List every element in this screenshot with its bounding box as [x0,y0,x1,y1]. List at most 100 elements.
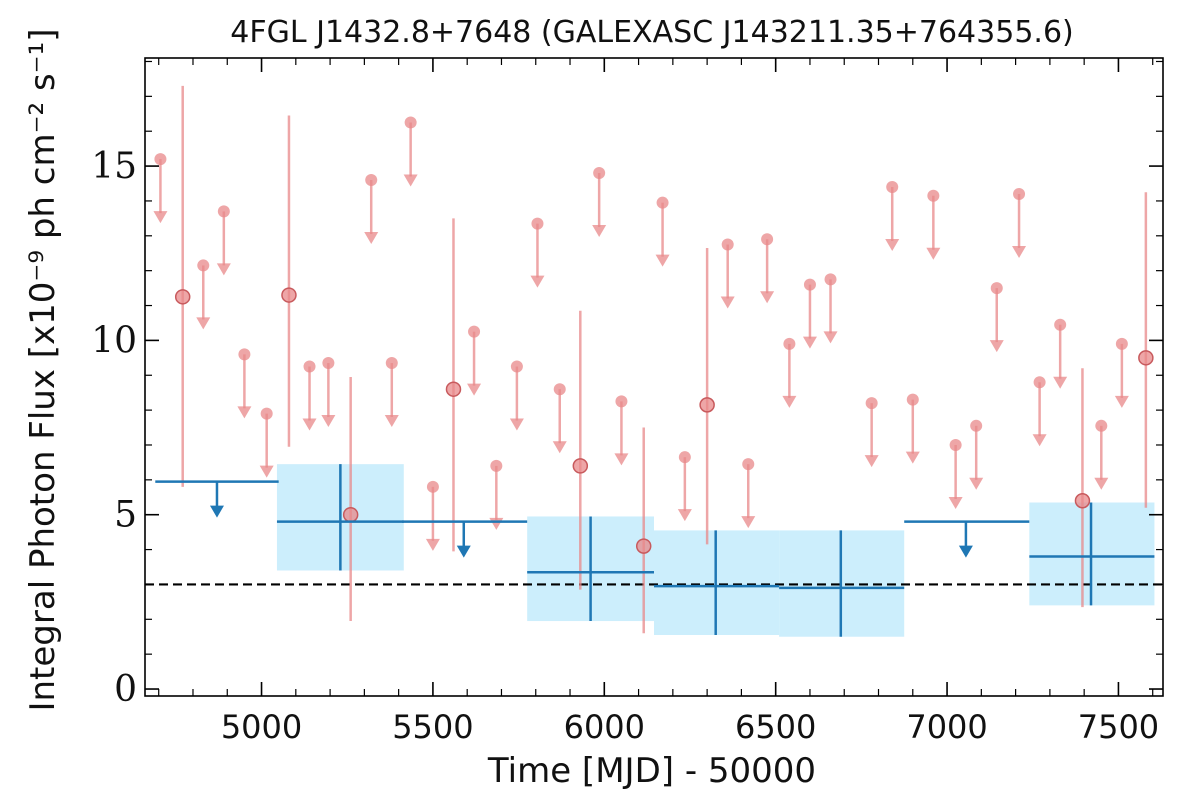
upper-limit-arrow-head [509,418,524,431]
upper-limit-arrow-head [1032,434,1047,447]
chart-title: 4FGL J1432.8+7648 (GALEXASC J143211.35+7… [230,15,1074,50]
plot-area [145,85,1163,637]
upper-limit-arrow-head [425,538,440,551]
upper-limit-point [365,174,378,187]
upper-limit-arrow-head [677,509,692,522]
detection-point [699,397,715,413]
upper-limit-arrow-head [259,465,274,478]
upper-limit-arrow-head [530,275,545,288]
upper-limit-point [656,196,669,209]
upper-limit-point [865,397,878,410]
detection-point [1138,350,1154,366]
upper-limit-point [385,357,398,370]
upper-limit-point [553,383,566,396]
upper-limit-arrow-head [989,340,1004,353]
upper-limit-point [615,395,628,408]
upper-limit-point [217,205,230,218]
upper-limit-arrow-head [655,254,670,267]
x-tick-label: 5500 [392,708,473,746]
upper-limit-arrow-head [1114,395,1129,408]
plot-frame [144,57,1164,697]
upper-limit-arrow-head [1053,376,1068,389]
upper-limit-point [927,189,940,202]
y-tick-label: 0 [114,669,137,710]
upper-limit-point [783,337,796,350]
upper-limit-arrow-head [905,451,920,464]
x-tick-label: 7500 [1078,708,1159,746]
long-upper-limit-head [958,545,973,558]
x-tick-label: 5000 [221,708,302,746]
detection-point [1074,493,1091,509]
upper-limit-point [949,438,962,451]
upper-limit-arrow-head [403,174,418,187]
upper-limit-point [1054,318,1067,331]
y-tick-label: 10 [91,320,137,361]
upper-limit-arrow-head [302,418,317,431]
x-tick-label: 7000 [906,708,987,746]
y-tick-label: 15 [91,146,137,187]
long-upper-limit-head [456,545,471,558]
upper-limit-arrow-head [969,477,984,490]
upper-limit-point [426,480,439,493]
upper-limit-arrow-head [237,406,252,419]
upper-limit-point [197,259,210,272]
upper-limit-point [322,357,335,370]
detection-point [342,506,359,523]
upper-limit-arrow-head [467,383,482,396]
x-axis-label: Time [MJD] - 50000 [487,751,816,791]
upper-limit-arrow-head [720,296,735,309]
detection-point [174,289,191,305]
upper-limit-point [593,167,606,180]
upper-limit-arrow-head [592,225,607,238]
upper-limit-point [803,278,816,291]
upper-limit-arrow-head [823,331,838,344]
y-tick-label: 5 [114,495,137,536]
upper-limit-arrow-head [552,441,567,454]
upper-limit-arrow-head [926,247,941,260]
upper-limit-arrow-head [760,291,775,304]
long-upper-limit-head [209,505,224,518]
y-axis-label: Integral Photon Flux [x10⁻⁹ ph cm⁻² s⁻¹] [23,28,63,711]
upper-limit-point [260,407,273,420]
upper-limit-arrow-head [364,232,379,245]
upper-limit-arrow-head [216,263,231,276]
upper-limit-point [886,180,899,193]
upper-limit-point [510,360,523,373]
upper-limit-arrow-head [1094,477,1109,490]
upper-limit-point [742,458,755,471]
upper-limit-point [303,360,316,373]
detection-point [445,381,462,397]
upper-limit-arrow-head [782,395,797,408]
upper-limit-point [1013,187,1026,200]
upper-limit-arrow-head [864,455,879,468]
upper-limit-arrow-head [741,516,756,529]
upper-limit-point [761,233,774,246]
upper-limit-point [490,459,503,472]
x-tick-label: 6500 [735,708,816,746]
upper-limit-arrow-head [948,496,963,509]
upper-limit-point [990,282,1003,295]
upper-limit-arrow-head [614,453,629,466]
upper-limit-point [1115,337,1128,350]
upper-limit-arrow-head [885,238,900,251]
upper-limit-point [404,116,417,129]
upper-limit-arrow-head [489,517,504,530]
upper-limit-point [678,451,691,464]
upper-limit-point [824,273,837,286]
upper-limit-point [154,153,167,166]
upper-limit-arrow-head [1012,245,1027,258]
upper-limit-point [1095,419,1108,432]
axes: 5000 5500 6000 6500 7000 7500 0 5 10 15 [91,58,1163,746]
upper-limit-point [970,419,983,432]
upper-limit-arrow-head [384,415,399,428]
detection-point [572,458,589,474]
upper-limit-arrow-head [196,317,211,330]
upper-limit-point [721,238,734,251]
x-tick-label: 6000 [564,708,645,746]
upper-limit-arrow-head [321,415,336,428]
upper-limit-point [468,325,481,338]
detection-point [281,287,297,303]
upper-limit-point [1033,376,1046,389]
upper-limit-point [531,217,544,230]
